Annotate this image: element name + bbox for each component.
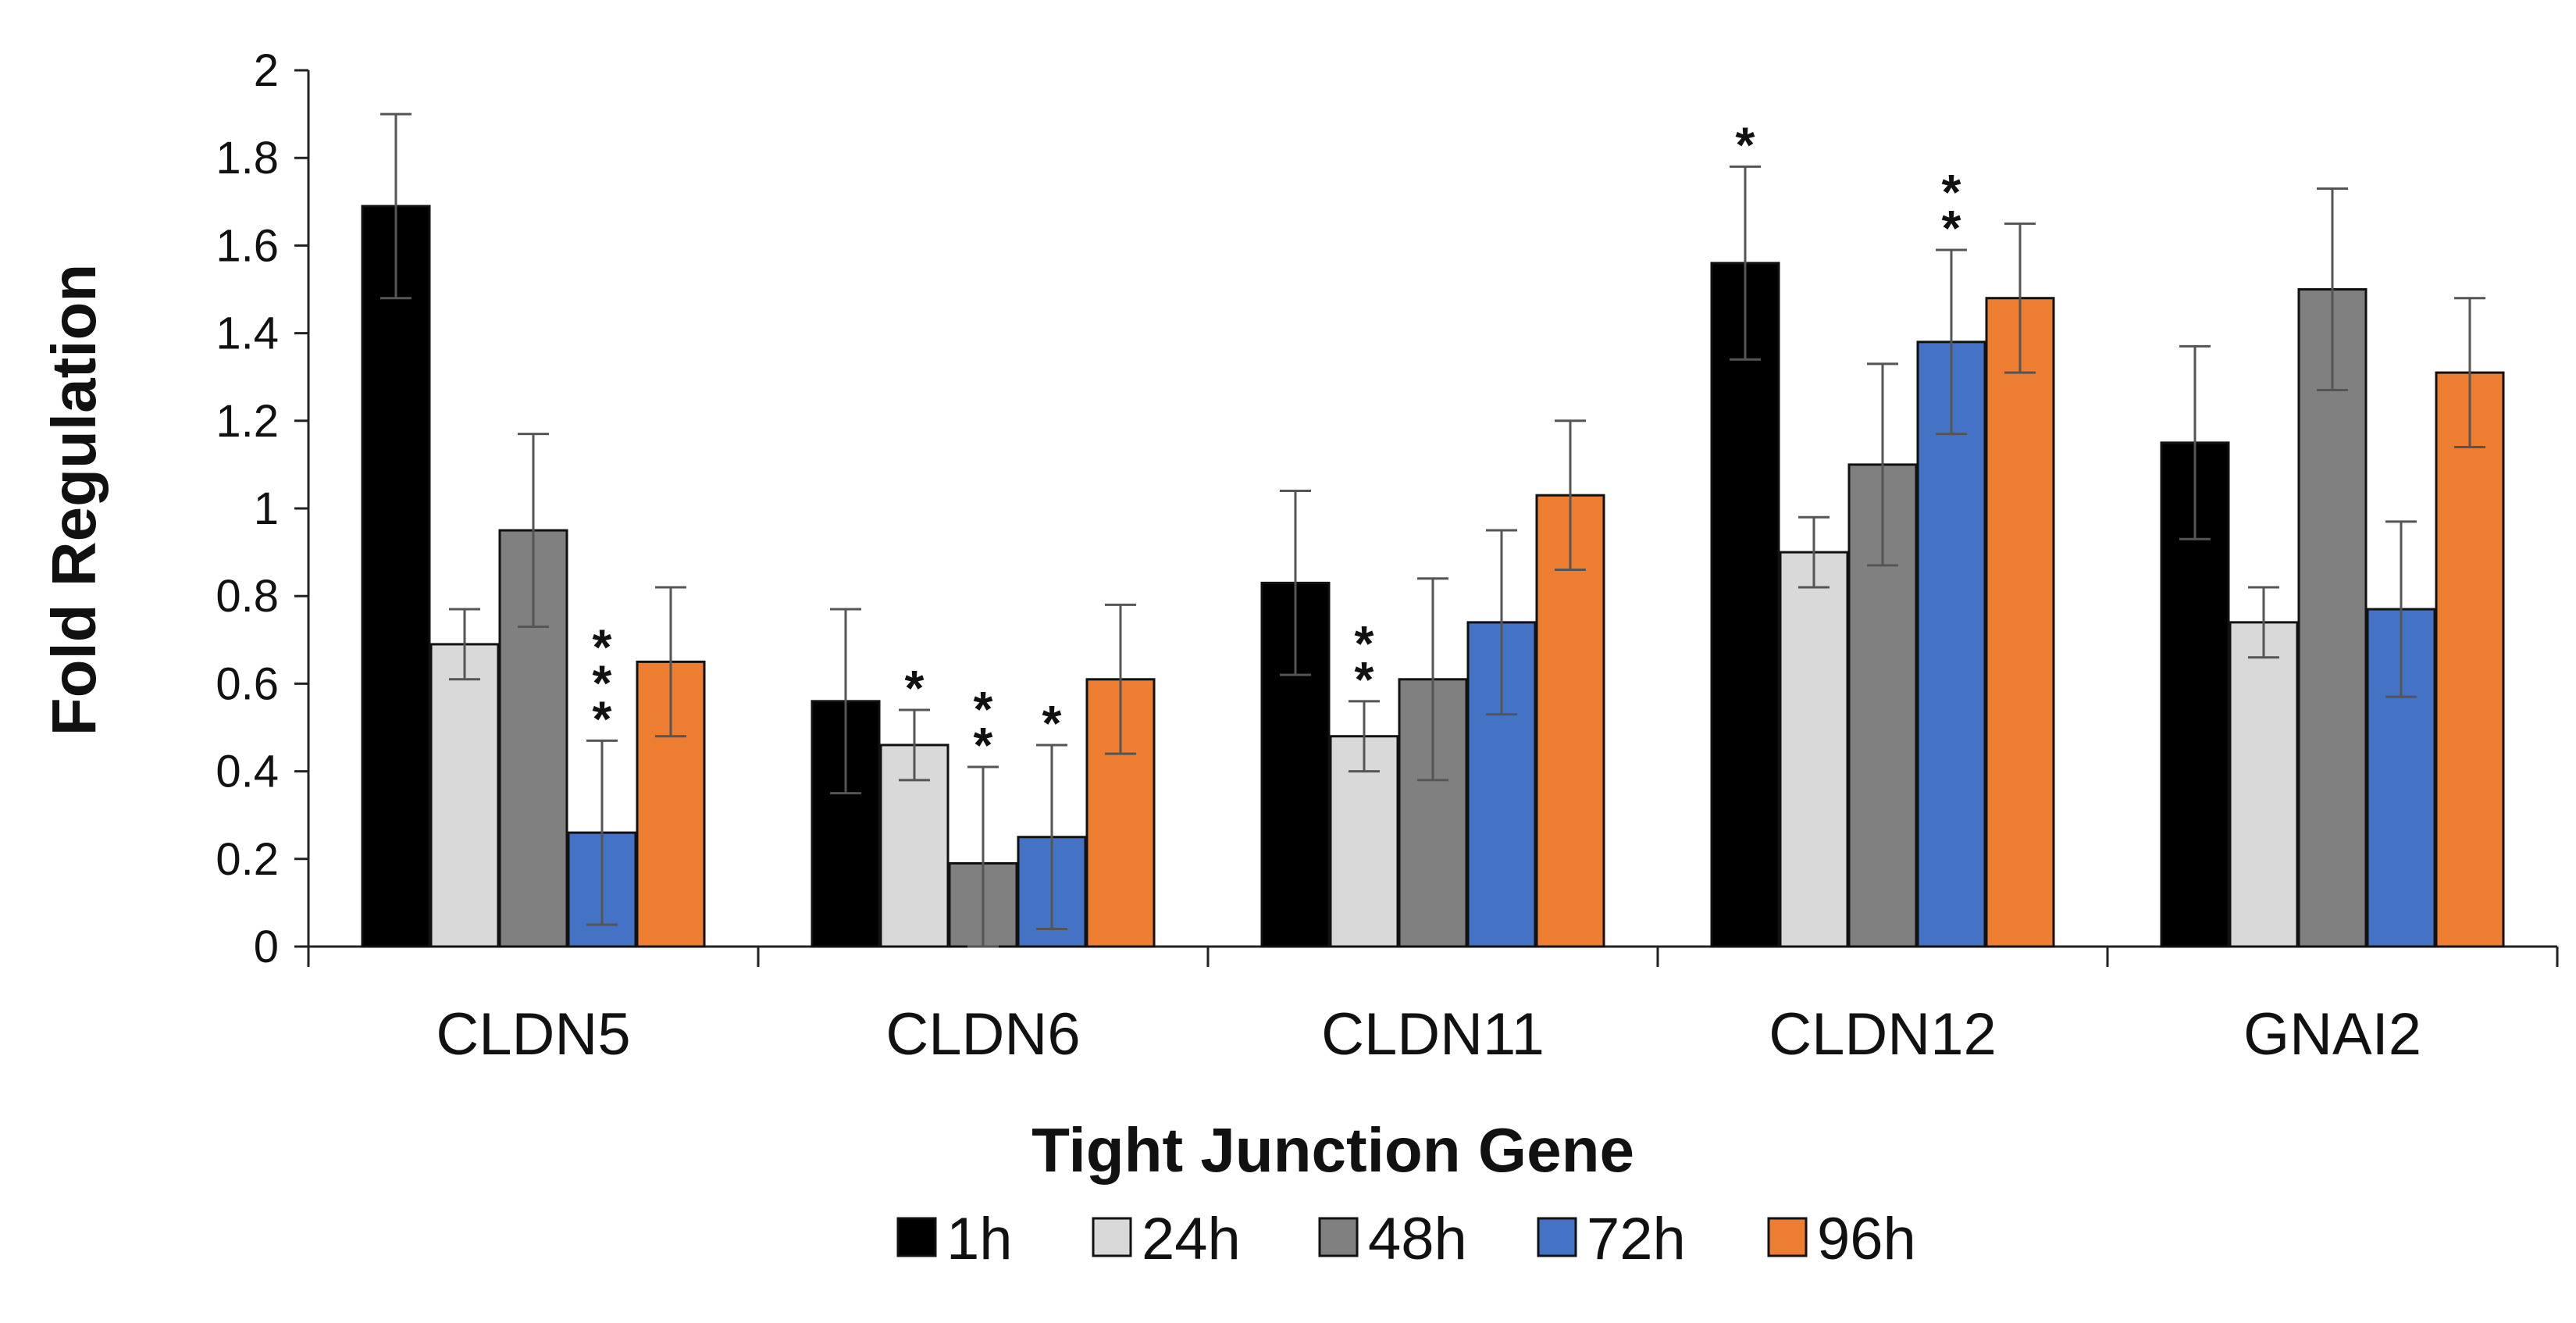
x-category-label: CLDN5 xyxy=(436,1001,630,1068)
legend-swatch xyxy=(896,1217,937,1257)
legend-swatch xyxy=(1537,1217,1577,1257)
legend-swatch xyxy=(1767,1217,1808,1257)
y-tick-label: 1.6 xyxy=(216,220,279,271)
y-tick-label: 1.8 xyxy=(216,133,279,184)
y-tick-label: 0.4 xyxy=(216,747,279,797)
legend-label: 24h xyxy=(1142,1206,1241,1272)
significance-star: * xyxy=(1355,615,1374,672)
x-category-label: CLDN12 xyxy=(1769,1001,1996,1068)
y-tick-label: 1.2 xyxy=(216,396,279,447)
y-tick-label: 1.4 xyxy=(216,308,279,359)
significance-star: * xyxy=(593,619,612,675)
significance-star: * xyxy=(593,654,612,711)
x-axis: CLDN5 CLDN6 CLDN11 CLDN12 GNAI2 xyxy=(307,945,2559,1068)
x-category-label: CLDN6 xyxy=(885,1001,1080,1068)
legend-swatch xyxy=(1318,1217,1359,1257)
y-axis-title: Fold Regulation xyxy=(39,264,109,736)
bars xyxy=(361,205,2505,948)
significance-star: * xyxy=(905,660,925,716)
y-tick-label: 0 xyxy=(254,922,279,972)
legend-label: 48h xyxy=(1368,1206,1467,1272)
bar xyxy=(1710,262,1780,948)
y-tick-label: 0.2 xyxy=(216,834,279,885)
y-tick-label: 0.8 xyxy=(216,571,279,622)
legend-label: 96h xyxy=(1817,1206,1916,1272)
bar xyxy=(429,643,500,948)
bar xyxy=(2435,371,2505,948)
y-tick-label: 2 xyxy=(254,45,279,96)
significance-star: * xyxy=(1736,116,1755,173)
bar xyxy=(1985,297,2055,948)
y-tick-label: 1 xyxy=(254,483,279,534)
y-tick-label: 0.6 xyxy=(216,658,279,709)
legend: 1h 24h 48h 72h 96h xyxy=(896,1206,1916,1272)
x-category-label: GNAI2 xyxy=(2243,1001,2421,1068)
significance-star: * xyxy=(974,717,993,773)
significance-star: * xyxy=(1042,695,1062,751)
bar xyxy=(1779,551,1849,948)
significance-star: * xyxy=(1942,200,1961,256)
y-axis: 0 0.2 0.4 0.6 0.8 1 1.2 1.4 1.6 1.8 2 xyxy=(216,45,310,972)
bar xyxy=(1916,341,1986,948)
bar xyxy=(361,205,431,948)
bar xyxy=(2297,288,2368,948)
legend-label: 1h xyxy=(946,1206,1013,1272)
legend-label: 72h xyxy=(1587,1206,1686,1272)
significance-star: * xyxy=(1355,651,1374,708)
significance-star: * xyxy=(593,690,612,747)
x-axis-title: Tight Junction Gene xyxy=(1031,1115,1634,1185)
x-category-label: CLDN11 xyxy=(1321,1001,1545,1068)
significance-star: * xyxy=(974,681,993,737)
bar xyxy=(2229,621,2299,948)
significance-star: * xyxy=(1942,164,1961,220)
significance-marks: ********* *** xyxy=(593,116,1961,773)
legend-swatch xyxy=(1092,1217,1132,1257)
error-bars xyxy=(380,112,2485,948)
